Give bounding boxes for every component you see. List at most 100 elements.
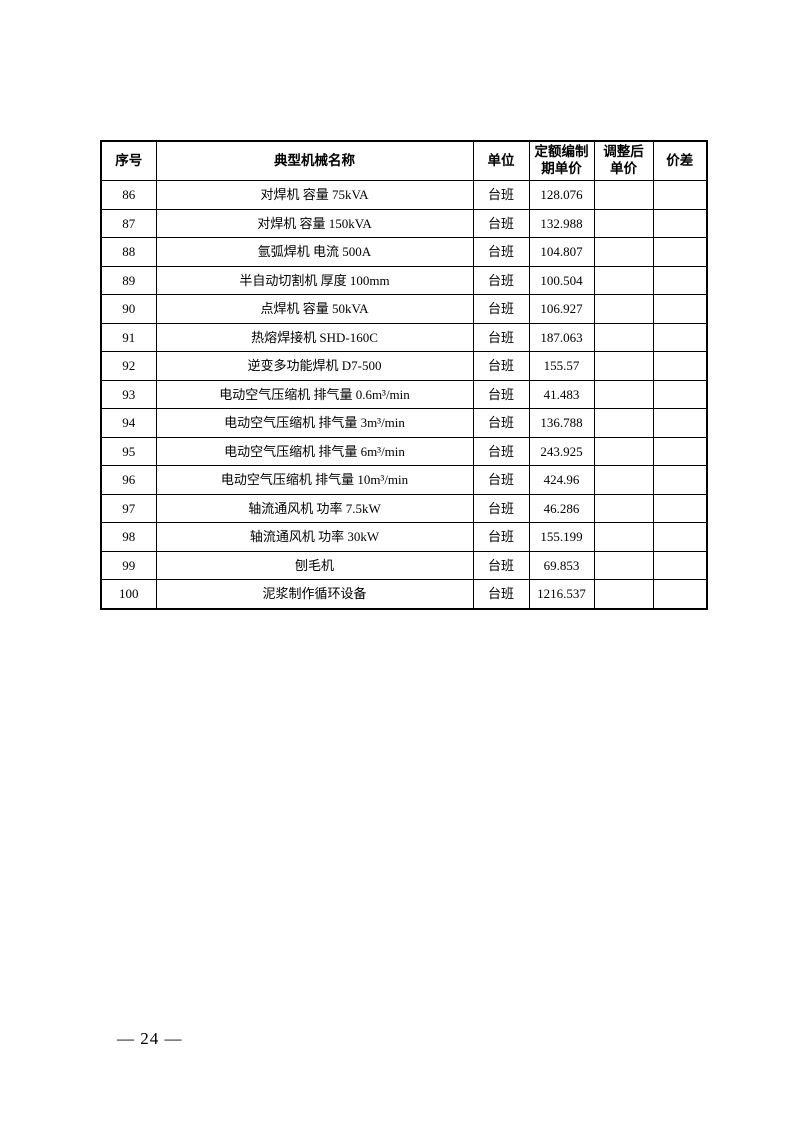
cell-price_diff — [652, 465, 708, 495]
cell-name: 对焊机 容量 150kVA — [155, 208, 474, 238]
cell-unit: 台班 — [472, 579, 530, 609]
cell-name: 泥浆制作循环设备 — [155, 579, 474, 609]
cell-no: 99 — [100, 550, 157, 580]
table-row: 96 电动空气压缩机 排气量 10m³/min 台班 424.96 — [100, 465, 708, 495]
cell-name: 点焊机 容量 50kVA — [155, 294, 474, 324]
machinery-price-table: 序号 典型机械名称 单位 定额编制 期单价 调整后 单价 价差 86 对焊机 容量 75kV… — [100, 140, 708, 610]
cell-price_diff — [652, 408, 708, 438]
cell-unit: 台班 — [472, 208, 530, 238]
cell-price_diff — [652, 493, 708, 523]
cell-unit: 台班 — [472, 180, 530, 210]
cell-adjusted_price — [593, 237, 654, 267]
table-row: 100 泥浆制作循环设备 台班 1216.537 — [100, 579, 708, 609]
cell-base_price: 69.853 — [528, 550, 595, 580]
cell-base_price: 46.286 — [528, 493, 595, 523]
cell-price_diff — [652, 436, 708, 466]
cell-price_diff — [652, 379, 708, 409]
table-row: 89 半自动切割机 厚度 100mm 台班 100.504 — [100, 265, 708, 295]
cell-base_price: 136.788 — [528, 408, 595, 438]
cell-no: 86 — [100, 180, 157, 210]
cell-name: 电动空气压缩机 排气量 6m³/min — [155, 436, 474, 466]
cell-base_price: 1216.537 — [528, 579, 595, 609]
table-row: 97 轴流通风机 功率 7.5kW 台班 46.286 — [100, 493, 708, 523]
cell-no: 94 — [100, 408, 157, 438]
cell-unit: 台班 — [472, 379, 530, 409]
cell-adjusted_price — [593, 493, 654, 523]
cell-adjusted_price — [593, 322, 654, 352]
cell-price_diff — [652, 550, 708, 580]
cell-unit: 台班 — [472, 237, 530, 267]
cell-unit: 台班 — [472, 465, 530, 495]
column-header-price_diff: 价差 — [652, 140, 708, 181]
cell-name: 刨毛机 — [155, 550, 474, 580]
cell-unit: 台班 — [472, 550, 530, 580]
cell-base_price: 128.076 — [528, 180, 595, 210]
cell-price_diff — [652, 522, 708, 552]
cell-unit: 台班 — [472, 408, 530, 438]
cell-adjusted_price — [593, 436, 654, 466]
cell-unit: 台班 — [472, 294, 530, 324]
table-row: 91 热熔焊接机 SHD-160C 台班 187.063 — [100, 322, 708, 352]
cell-name: 轴流通风机 功率 30kW — [155, 522, 474, 552]
column-header-adjusted_price: 调整后 单价 — [593, 140, 654, 181]
cell-name: 轴流通风机 功率 7.5kW — [155, 493, 474, 523]
cell-unit: 台班 — [472, 436, 530, 466]
table-row: 94 电动空气压缩机 排气量 3m³/min 台班 136.788 — [100, 408, 708, 438]
cell-base_price: 155.57 — [528, 351, 595, 381]
cell-no: 96 — [100, 465, 157, 495]
column-header-unit: 单位 — [472, 140, 530, 181]
table-row: 93 电动空气压缩机 排气量 0.6m³/min 台班 41.483 — [100, 379, 708, 409]
cell-no: 95 — [100, 436, 157, 466]
cell-adjusted_price — [593, 550, 654, 580]
table-header-row: 序号 典型机械名称 单位 定额编制 期单价 调整后 单价 价差 — [100, 140, 708, 181]
cell-no: 87 — [100, 208, 157, 238]
table-row: 86 对焊机 容量 75kVA 台班 128.076 — [100, 180, 708, 210]
cell-price_diff — [652, 351, 708, 381]
cell-adjusted_price — [593, 408, 654, 438]
table-row: 90 点焊机 容量 50kVA 台班 106.927 — [100, 294, 708, 324]
cell-name: 电动空气压缩机 排气量 10m³/min — [155, 465, 474, 495]
cell-no: 89 — [100, 265, 157, 295]
cell-base_price: 41.483 — [528, 379, 595, 409]
cell-base_price: 132.988 — [528, 208, 595, 238]
column-header-base_price: 定额编制 期单价 — [528, 140, 595, 181]
cell-adjusted_price — [593, 180, 654, 210]
cell-unit: 台班 — [472, 322, 530, 352]
cell-no: 90 — [100, 294, 157, 324]
table-row: 88 氩弧焊机 电流 500A 台班 104.807 — [100, 237, 708, 267]
column-header-name: 典型机械名称 — [155, 140, 474, 181]
cell-price_diff — [652, 294, 708, 324]
cell-adjusted_price — [593, 265, 654, 295]
cell-name: 电动空气压缩机 排气量 0.6m³/min — [155, 379, 474, 409]
cell-price_diff — [652, 208, 708, 238]
cell-unit: 台班 — [472, 522, 530, 552]
cell-no: 100 — [100, 579, 157, 609]
cell-price_diff — [652, 237, 708, 267]
table-body: 86 对焊机 容量 75kVA 台班 128.076 87 对焊机 容量 150kVA 台班… — [100, 180, 708, 609]
cell-base_price: 243.925 — [528, 436, 595, 466]
footer-page-number: — 24 — — [117, 1029, 183, 1048]
cell-base_price: 155.199 — [528, 522, 595, 552]
cell-adjusted_price — [593, 351, 654, 381]
cell-name: 逆变多功能焊机 D7-500 — [155, 351, 474, 381]
cell-base_price: 100.504 — [528, 265, 595, 295]
cell-price_diff — [652, 322, 708, 352]
cell-no: 91 — [100, 322, 157, 352]
cell-unit: 台班 — [472, 351, 530, 381]
column-header-no: 序号 — [100, 140, 157, 181]
cell-adjusted_price — [593, 522, 654, 552]
cell-adjusted_price — [593, 208, 654, 238]
cell-name: 热熔焊接机 SHD-160C — [155, 322, 474, 352]
cell-base_price: 424.96 — [528, 465, 595, 495]
cell-name: 氩弧焊机 电流 500A — [155, 237, 474, 267]
table-row: 95 电动空气压缩机 排气量 6m³/min 台班 243.925 — [100, 436, 708, 466]
cell-name: 电动空气压缩机 排气量 3m³/min — [155, 408, 474, 438]
cell-no: 88 — [100, 237, 157, 267]
table-row: 98 轴流通风机 功率 30kW 台班 155.199 — [100, 522, 708, 552]
cell-adjusted_price — [593, 379, 654, 409]
cell-price_diff — [652, 265, 708, 295]
table-row: 87 对焊机 容量 150kVA 台班 132.988 — [100, 208, 708, 238]
cell-base_price: 104.807 — [528, 237, 595, 267]
table-row: 92 逆变多功能焊机 D7-500 台班 155.57 — [100, 351, 708, 381]
